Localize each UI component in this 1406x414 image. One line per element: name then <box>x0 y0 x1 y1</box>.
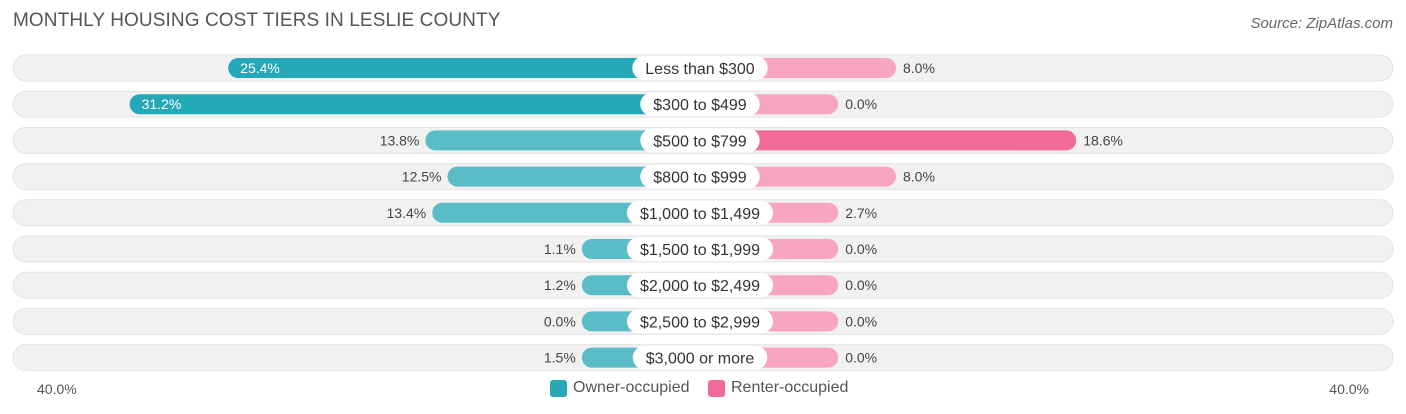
owner-value-label: 1.5% <box>544 350 576 366</box>
owner-value-label: 13.4% <box>386 205 426 221</box>
category-label: $300 to $499 <box>653 97 747 114</box>
category-pill <box>626 200 774 225</box>
category-pill <box>632 345 768 370</box>
legend-label-owner: Owner-occupied <box>573 379 690 396</box>
renter-value-label: 0.0% <box>845 241 877 257</box>
owner-value-label: 1.2% <box>544 277 576 293</box>
category-pill <box>640 164 760 189</box>
owner-value-label: 25.4% <box>240 60 280 76</box>
category-pill <box>626 237 774 261</box>
renter-value-label: 8.0% <box>903 60 935 76</box>
axis-left-label: 40.0% <box>37 381 77 397</box>
category-pill <box>640 92 760 117</box>
owner-value-label: 1.1% <box>544 241 576 257</box>
owner-bar <box>129 94 701 115</box>
category-label: $1,000 to $1,499 <box>640 206 760 223</box>
renter-bar <box>700 130 1077 151</box>
owner-value-label: 31.2% <box>142 96 182 112</box>
category-label: $1,500 to $1,999 <box>640 242 760 259</box>
category-pill <box>640 128 760 153</box>
source-note: Source: ZipAtlas.com <box>1250 15 1393 32</box>
owner-value-label: 13.8% <box>380 132 420 148</box>
category-pill <box>626 273 774 298</box>
legend: Owner-occupied Renter-occupied <box>0 379 1406 401</box>
renter-value-label: 0.0% <box>845 350 877 366</box>
renter-value-label: 18.6% <box>1083 132 1123 148</box>
renter-value-label: 0.0% <box>845 277 877 293</box>
legend-swatch-owner <box>550 380 567 397</box>
owner-value-label: 0.0% <box>544 313 576 329</box>
category-pill <box>626 309 774 334</box>
category-label: $3,000 or more <box>646 351 755 368</box>
owner-value-label: 12.5% <box>402 169 442 185</box>
category-label: Less than $300 <box>645 61 755 78</box>
owner-bar <box>425 130 700 151</box>
renter-value-label: 8.0% <box>903 169 935 185</box>
category-pill <box>632 56 768 80</box>
chart-title: MONTHLY HOUSING COST TIERS IN LESLIE COU… <box>13 10 501 31</box>
renter-value-label: 0.0% <box>845 96 877 112</box>
axis-right-label: 40.0% <box>1329 381 1369 397</box>
renter-value-label: 2.7% <box>845 205 877 221</box>
owner-bar <box>228 58 700 78</box>
renter-value-label: 0.0% <box>845 313 877 329</box>
category-label: $500 to $799 <box>653 133 747 150</box>
category-label: $2,500 to $2,999 <box>640 314 760 331</box>
category-label: $2,000 to $2,499 <box>640 278 760 295</box>
owner-bar <box>447 166 700 187</box>
legend-label-renter: Renter-occupied <box>731 379 849 396</box>
category-label: $800 to $999 <box>653 170 747 187</box>
legend-swatch-renter <box>708 380 725 397</box>
